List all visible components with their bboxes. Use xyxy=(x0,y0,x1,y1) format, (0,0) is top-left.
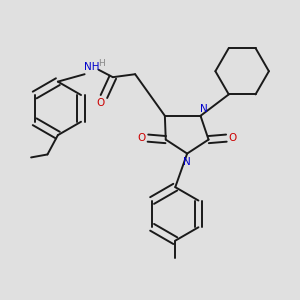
Text: N: N xyxy=(200,104,207,114)
Text: O: O xyxy=(97,98,105,108)
Text: N: N xyxy=(183,158,191,167)
Text: H: H xyxy=(98,59,105,68)
Text: NH: NH xyxy=(84,62,100,72)
Text: O: O xyxy=(229,133,237,143)
Text: O: O xyxy=(137,133,146,143)
